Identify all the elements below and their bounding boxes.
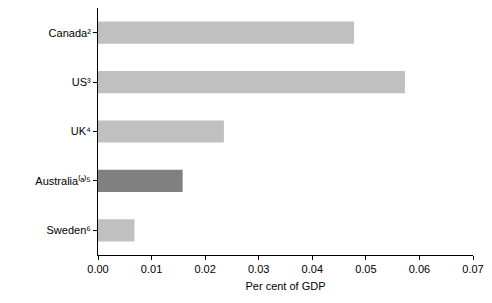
svg-text:0.03: 0.03: [248, 263, 269, 275]
svg-text:0.04: 0.04: [302, 263, 323, 275]
svg-text:UK⁴: UK⁴: [71, 125, 91, 137]
svg-text:Australia⁽ᵃ⁾⁵: Australia⁽ᵃ⁾⁵: [35, 175, 90, 187]
svg-text:Per cent of GDP: Per cent of GDP: [245, 280, 325, 292]
svg-text:US³: US³: [72, 76, 91, 88]
svg-text:Canada²: Canada²: [49, 27, 92, 39]
svg-text:Sweden⁶: Sweden⁶: [47, 224, 91, 236]
svg-text:0.01: 0.01: [141, 263, 162, 275]
svg-text:0.06: 0.06: [409, 263, 430, 275]
svg-text:0.02: 0.02: [194, 263, 215, 275]
svg-text:0.07: 0.07: [462, 263, 483, 275]
svg-text:0.05: 0.05: [355, 263, 376, 275]
svg-text:0.00: 0.00: [87, 263, 108, 275]
